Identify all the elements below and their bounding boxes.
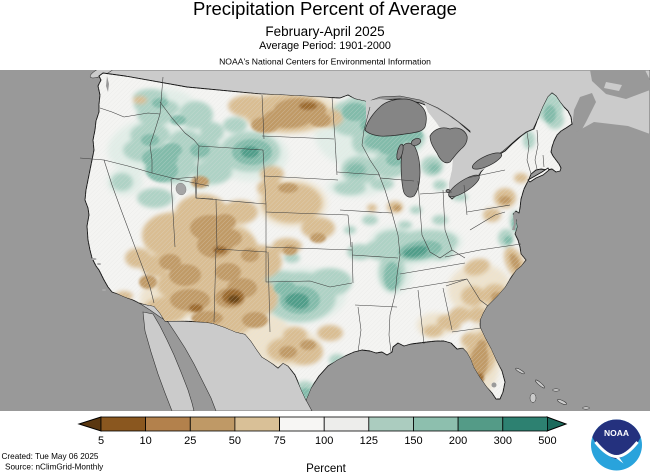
svg-text:75: 75	[273, 435, 285, 447]
svg-text:10: 10	[139, 435, 151, 447]
svg-text:Average Period: 1901-2000: Average Period: 1901-2000	[259, 40, 391, 52]
svg-text:50: 50	[229, 435, 241, 447]
svg-text:February-April 2025: February-April 2025	[265, 24, 384, 39]
svg-text:25: 25	[184, 435, 196, 447]
svg-text:150: 150	[404, 435, 422, 447]
svg-text:100: 100	[315, 435, 333, 447]
svg-text:200: 200	[449, 435, 467, 447]
svg-text:500: 500	[538, 435, 556, 447]
svg-text:300: 300	[494, 435, 512, 447]
svg-text:125: 125	[360, 435, 378, 447]
svg-text:Percent: Percent	[306, 463, 346, 475]
svg-text:NOAA: NOAA	[604, 428, 629, 438]
svg-text:Source: nClimGrid-Monthly: Source: nClimGrid-Monthly	[5, 463, 104, 472]
svg-text:NOAA's National Centers for En: NOAA's National Centers for Environmenta…	[219, 57, 431, 67]
svg-text:5: 5	[98, 435, 104, 447]
svg-text:Created: Tue May 06 2025: Created: Tue May 06 2025	[2, 452, 99, 461]
svg-text:Precipitation Percent of Avera: Precipitation Percent of Average	[193, 0, 457, 19]
